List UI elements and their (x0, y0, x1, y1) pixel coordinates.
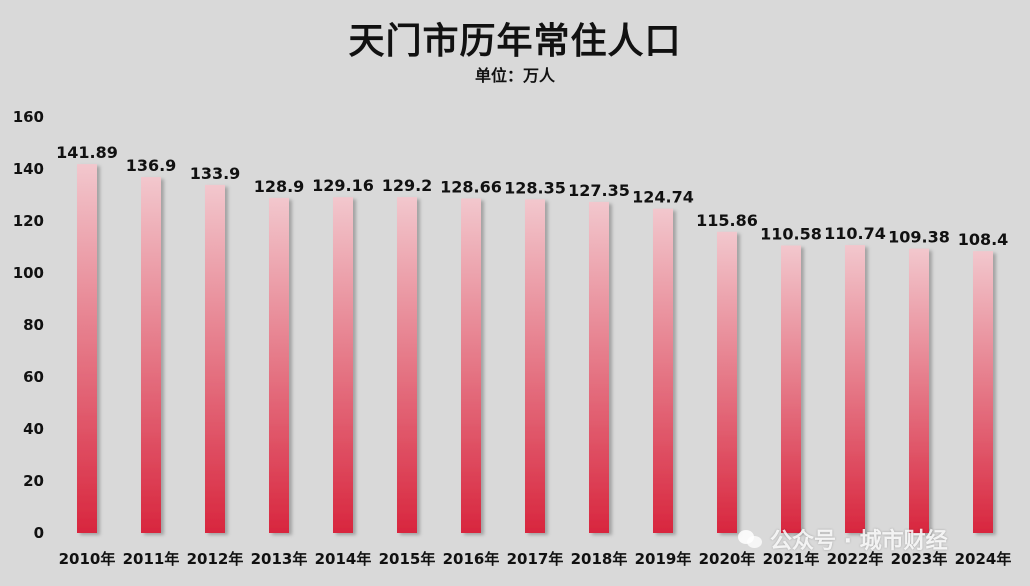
x-tick-label: 2010年 (59, 550, 116, 568)
x-tick-label: 2018年 (571, 550, 628, 568)
x-tick-label: 2019年 (635, 550, 692, 568)
y-tick-label: 100 (13, 264, 44, 282)
y-tick-label: 120 (13, 212, 44, 230)
bar-series (77, 164, 993, 534)
data-label: 133.9 (190, 164, 241, 183)
y-tick-label: 80 (23, 316, 44, 334)
bar (525, 199, 545, 534)
x-axis: 2010年 2011年 2012年 2013年 2014年 2015年 2016年 2017年… (59, 550, 1012, 568)
x-tick-label: 2021年 (763, 550, 820, 568)
x-tick-label: 2024年 (955, 550, 1012, 568)
x-tick-label: 2014年 (315, 550, 372, 568)
y-tick-label: 0 (34, 524, 44, 542)
bar (717, 231, 737, 533)
wechat-icon (738, 528, 764, 550)
data-label: 129.2 (382, 176, 433, 195)
bar (141, 177, 161, 533)
bar (845, 245, 865, 534)
bar (909, 248, 929, 533)
chart-subtitle: 单位：万人 (474, 66, 555, 85)
data-label: 136.9 (126, 156, 177, 175)
data-label: 124.74 (632, 188, 694, 207)
bar (333, 197, 353, 533)
x-tick-label: 2013年 (251, 550, 308, 568)
data-label: 128.66 (440, 177, 502, 196)
bar (653, 208, 673, 533)
x-tick-label: 2011年 (123, 550, 180, 568)
data-label: 110.58 (760, 224, 822, 243)
data-label: 127.35 (568, 181, 630, 200)
bar (589, 201, 609, 533)
watermark: 公众号 · 城市财经 (738, 524, 948, 554)
x-tick-label: 2022年 (827, 550, 884, 568)
data-label: 109.38 (888, 228, 950, 247)
x-tick-label: 2015年 (379, 550, 436, 568)
x-tick-label: 2020年 (699, 550, 756, 568)
x-tick-label: 2023年 (891, 550, 948, 568)
bar (77, 164, 97, 533)
bar (781, 245, 801, 533)
y-tick-label: 160 (13, 108, 44, 126)
data-label: 141.89 (56, 143, 118, 162)
data-label: 115.86 (696, 211, 758, 230)
x-tick-label: 2017年 (507, 550, 564, 568)
data-label: 129.16 (312, 176, 374, 195)
y-tick-label: 140 (13, 160, 44, 178)
bar (205, 184, 225, 534)
bar (269, 197, 289, 534)
bar (397, 197, 417, 533)
data-label: 108.4 (958, 230, 1009, 249)
y-tick-label: 20 (23, 472, 44, 490)
data-label: 110.74 (824, 224, 886, 243)
y-tick-label: 60 (23, 368, 44, 386)
bar (461, 198, 481, 533)
bar (973, 251, 993, 533)
data-label: 128.35 (504, 178, 566, 197)
watermark-text: 公众号 · 城市财经 (770, 529, 948, 554)
chart-title: 天门市历年常住人口 (348, 21, 682, 62)
x-tick-label: 2016年 (443, 550, 500, 568)
y-tick-label: 40 (23, 420, 44, 438)
data-label: 128.9 (254, 177, 305, 196)
y-axis: 0 20 40 60 80 100 120 140 160 (13, 108, 44, 542)
x-tick-label: 2012年 (187, 550, 244, 568)
